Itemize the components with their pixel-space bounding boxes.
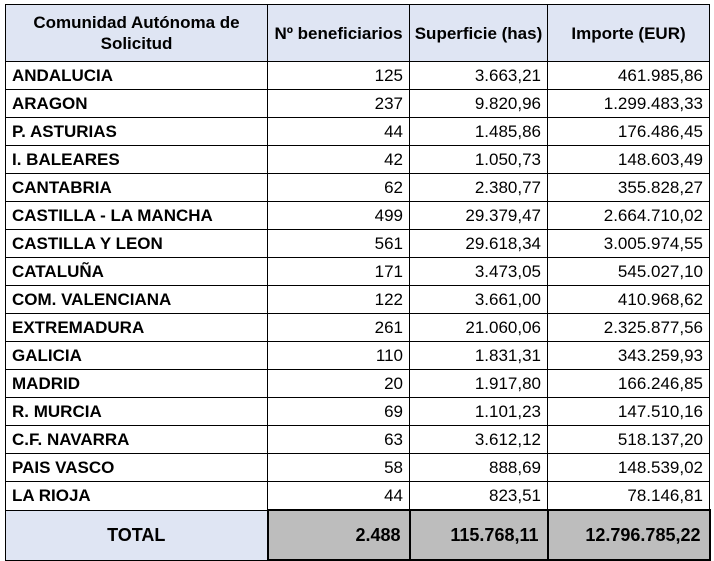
cell-amount: 148.603,49 (547, 145, 710, 174)
table-row: P. ASTURIAS 44 1.485,86 176.486,45 (5, 117, 710, 146)
table-row: C.F. NAVARRA 63 3.612,12 518.137,20 (5, 425, 710, 454)
cell-beneficiaries: 63 (267, 425, 410, 454)
cell-area: 29.379,47 (409, 201, 548, 230)
table-row: ANDALUCIA 125 3.663,21 461.985,86 (5, 61, 710, 90)
total-beneficiaries: 2.488 (266, 509, 411, 561)
cell-amount: 78.146,81 (547, 481, 710, 511)
header-row: Comunidad Autónoma de Solicitud Nº benef… (5, 4, 710, 62)
cell-area: 823,51 (409, 481, 548, 511)
cell-region: CASTILLA - LA MANCHA (5, 201, 268, 230)
total-label: TOTAL (5, 509, 268, 561)
cell-amount: 176.486,45 (547, 117, 710, 146)
cell-region: COM. VALENCIANA (5, 285, 268, 314)
header-beneficiaries: Nº beneficiarios (267, 4, 410, 62)
cell-beneficiaries: 44 (267, 481, 410, 511)
table-row: I. BALEARES 42 1.050,73 148.603,49 (5, 145, 710, 174)
cell-region: CANTABRIA (5, 173, 268, 202)
table-row: LA RIOJA 44 823,51 78.146,81 (5, 481, 710, 511)
total-row: TOTAL 2.488 115.768,11 12.796.785,22 (5, 509, 711, 561)
cell-beneficiaries: 110 (267, 341, 410, 370)
table-header: Comunidad Autónoma de Solicitud Nº benef… (5, 4, 710, 62)
table-row: GALICIA 110 1.831,31 343.259,93 (5, 341, 710, 370)
cell-region: R. MURCIA (5, 397, 268, 426)
cell-region: GALICIA (5, 341, 268, 370)
cell-region: CATALUÑA (5, 257, 268, 286)
cell-beneficiaries: 122 (267, 285, 410, 314)
beneficiaries-table: Comunidad Autónoma de Solicitud Nº benef… (5, 4, 711, 561)
table-row: COM. VALENCIANA 122 3.661,00 410.968,62 (5, 285, 710, 314)
cell-area: 1.101,23 (409, 397, 548, 426)
cell-amount: 147.510,16 (547, 397, 710, 426)
cell-area: 3.663,21 (409, 61, 548, 90)
cell-amount: 2.664.710,02 (547, 201, 710, 230)
table-row: R. MURCIA 69 1.101,23 147.510,16 (5, 397, 710, 426)
cell-region: LA RIOJA (5, 481, 268, 511)
table-row: ARAGON 237 9.820,96 1.299.483,33 (5, 89, 710, 118)
cell-area: 1.050,73 (409, 145, 548, 174)
total-amount: 12.796.785,22 (546, 509, 711, 561)
table-body: ANDALUCIA 125 3.663,21 461.985,86 ARAGON 237 9… (5, 61, 710, 511)
cell-beneficiaries: 20 (267, 369, 410, 398)
cell-area: 1.485,86 (409, 117, 548, 146)
cell-beneficiaries: 69 (267, 397, 410, 426)
cell-area: 3.473,05 (409, 257, 548, 286)
cell-amount: 148.539,02 (547, 453, 710, 482)
cell-region: ARAGON (5, 89, 268, 118)
cell-region: I. BALEARES (5, 145, 268, 174)
cell-beneficiaries: 58 (267, 453, 410, 482)
cell-area: 29.618,34 (409, 229, 548, 258)
cell-beneficiaries: 499 (267, 201, 410, 230)
table-row: MADRID 20 1.917,80 166.246,85 (5, 369, 710, 398)
cell-area: 3.661,00 (409, 285, 548, 314)
table-footer: TOTAL 2.488 115.768,11 12.796.785,22 (5, 509, 711, 561)
cell-beneficiaries: 62 (267, 173, 410, 202)
cell-amount: 1.299.483,33 (547, 89, 710, 118)
cell-region: MADRID (5, 369, 268, 398)
cell-amount: 343.259,93 (547, 341, 710, 370)
cell-amount: 355.828,27 (547, 173, 710, 202)
cell-beneficiaries: 561 (267, 229, 410, 258)
header-area: Superficie (has) (409, 4, 548, 62)
cell-beneficiaries: 171 (267, 257, 410, 286)
cell-area: 3.612,12 (409, 425, 548, 454)
cell-area: 9.820,96 (409, 89, 548, 118)
cell-area: 1.831,31 (409, 341, 548, 370)
header-amount: Importe (EUR) (547, 4, 710, 62)
cell-region: CASTILLA Y LEON (5, 229, 268, 258)
cell-amount: 410.968,62 (547, 285, 710, 314)
table-row: PAIS VASCO 58 888,69 148.539,02 (5, 453, 710, 482)
cell-amount: 2.325.877,56 (547, 313, 710, 342)
cell-beneficiaries: 237 (267, 89, 410, 118)
table-row: CANTABRIA 62 2.380,77 355.828,27 (5, 173, 710, 202)
cell-amount: 545.027,10 (547, 257, 710, 286)
cell-amount: 166.246,85 (547, 369, 710, 398)
cell-region: P. ASTURIAS (5, 117, 268, 146)
cell-beneficiaries: 125 (267, 61, 410, 90)
cell-region: PAIS VASCO (5, 453, 268, 482)
cell-area: 2.380,77 (409, 173, 548, 202)
cell-amount: 518.137,20 (547, 425, 710, 454)
table-row: CASTILLA Y LEON 561 29.618,34 3.005.974,55 (5, 229, 710, 258)
table-row: CATALUÑA 171 3.473,05 545.027,10 (5, 257, 710, 286)
table-row: CASTILLA - LA MANCHA 499 29.379,47 2.664.71… (5, 201, 710, 230)
header-region: Comunidad Autónoma de Solicitud (5, 4, 268, 62)
cell-area: 1.917,80 (409, 369, 548, 398)
cell-area: 888,69 (409, 453, 548, 482)
total-area: 115.768,11 (408, 509, 549, 561)
cell-area: 21.060,06 (409, 313, 548, 342)
cell-amount: 461.985,86 (547, 61, 710, 90)
cell-beneficiaries: 42 (267, 145, 410, 174)
table-row: EXTREMADURA 261 21.060,06 2.325.877,56 (5, 313, 710, 342)
cell-region: C.F. NAVARRA (5, 425, 268, 454)
cell-region: ANDALUCIA (5, 61, 268, 90)
cell-amount: 3.005.974,55 (547, 229, 710, 258)
cell-beneficiaries: 261 (267, 313, 410, 342)
cell-beneficiaries: 44 (267, 117, 410, 146)
cell-region: EXTREMADURA (5, 313, 268, 342)
